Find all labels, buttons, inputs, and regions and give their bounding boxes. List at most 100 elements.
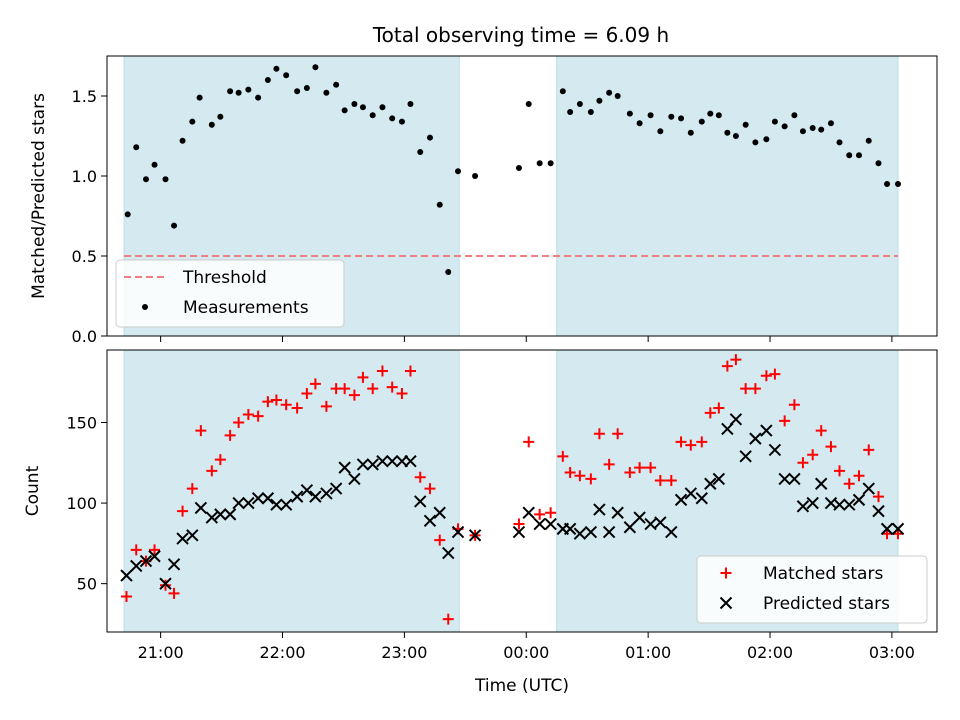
predicted-star-point — [300, 483, 314, 497]
matched-star-point — [797, 457, 809, 469]
matched-star-point — [713, 402, 725, 414]
measurement-point — [668, 113, 675, 120]
measurement-point — [791, 112, 798, 119]
bottom-y-tick-label: 100 — [66, 494, 97, 513]
measurement-point — [417, 149, 424, 155]
matched-star-point — [624, 466, 636, 478]
measurement-point — [536, 160, 543, 167]
x-tick-label: 22:00 — [259, 643, 305, 662]
matched-star-point — [414, 471, 426, 483]
measurement-point — [379, 104, 386, 111]
measurement-point — [189, 118, 196, 125]
matched-star-point — [168, 587, 180, 599]
predicted-star-point — [584, 525, 598, 539]
bottom-panel-counts: 50 100 150 21:00 22:00 23:00 00:00 01:00 02:00 0… — [23, 349, 938, 696]
predicted-star-point — [704, 477, 717, 490]
matched-star-point — [721, 360, 733, 372]
matched-star-point — [853, 470, 865, 482]
measurement-point — [875, 160, 882, 167]
predicted-star-point — [674, 493, 688, 507]
matched-star-point — [442, 613, 454, 625]
measurement-point — [351, 101, 358, 107]
matched-star-point — [233, 417, 245, 429]
matched-star-point — [348, 389, 360, 401]
predicted-star-point — [366, 458, 379, 471]
predicted-star-point — [862, 482, 875, 495]
matched-star-point — [654, 475, 666, 487]
x-tick-label: 23:00 — [381, 643, 427, 662]
measurement-point — [264, 77, 271, 83]
predicted-star-point — [739, 450, 752, 463]
measurement-point — [515, 165, 522, 171]
matched-star-point — [730, 354, 742, 366]
matched-star-point — [807, 449, 819, 461]
matched-star-point — [404, 365, 416, 377]
measurement-point — [894, 181, 901, 187]
predicted-star-point — [414, 495, 427, 508]
predicted-star-point — [788, 472, 801, 486]
measurement-point — [636, 120, 643, 127]
matched-star-point — [367, 383, 379, 395]
measurement-point — [596, 97, 603, 104]
bottom-x-ticks: 21:00 22:00 23:00 00:00 01:00 02:00 03:00 — [138, 632, 915, 662]
matched-star-point — [396, 388, 408, 400]
legend-matched-label: Matched stars — [763, 564, 883, 584]
predicted-star-point — [232, 496, 245, 510]
top-y-tick-label: 1.5 — [72, 87, 97, 106]
matched-star-point — [523, 436, 535, 448]
predicted-star-point — [512, 525, 526, 539]
predicted-star-point — [148, 550, 161, 563]
matched-star-point — [434, 534, 446, 546]
predicted-star-point — [563, 522, 577, 536]
measurement-point — [525, 101, 532, 107]
measurement-point — [687, 129, 694, 136]
matched-star-point — [665, 475, 677, 487]
measurement-point — [855, 152, 862, 159]
matched-stars-series — [121, 354, 904, 625]
measurement-point — [472, 173, 479, 179]
matched-star-point — [160, 579, 172, 591]
matched-star-point — [291, 402, 303, 414]
matched-star-point — [788, 399, 800, 411]
legend-threshold-label: Threshold — [182, 268, 267, 288]
predicted-star-point — [880, 522, 894, 536]
measurement-point — [587, 109, 594, 115]
matched-star-point — [769, 368, 781, 380]
matched-star-point — [252, 410, 264, 422]
measurement-point — [426, 134, 433, 141]
predicted-star-point — [522, 506, 535, 519]
measurement-point — [827, 120, 834, 127]
legend-box — [115, 259, 345, 328]
matched-star-point — [740, 383, 752, 395]
matched-star-point — [585, 473, 597, 485]
matched-star-point — [696, 436, 708, 448]
measurement-point — [398, 118, 405, 125]
matched-star-point — [376, 365, 388, 377]
matched-star-point — [825, 441, 837, 453]
bottom-y-ticks: 50 100 150 — [66, 414, 107, 594]
predicted-star-point — [270, 498, 283, 511]
matched-star-point — [779, 415, 791, 427]
predicted-star-point — [130, 559, 143, 573]
predicted-star-point — [833, 498, 846, 511]
measurement-point — [407, 101, 414, 107]
measurement-point — [707, 110, 714, 117]
predicted-star-point — [533, 517, 546, 531]
measurement-point — [196, 94, 203, 101]
predicted-star-point — [404, 454, 417, 468]
predicted-star-point — [120, 569, 133, 582]
predicted-star-point — [442, 546, 455, 560]
measurement-point — [369, 112, 376, 119]
top-panel-ratio: 0.0 0.5 1.0 1.5 Matched/Predicted stars Thr… — [29, 55, 938, 346]
predicted-star-point — [186, 529, 199, 542]
predicted-star-point — [451, 525, 465, 539]
measurement-point — [715, 112, 722, 119]
predicted-star-point — [602, 525, 616, 539]
measurement-point — [217, 113, 224, 120]
matched-star-point — [262, 396, 274, 408]
predicted-star-point — [251, 492, 265, 505]
measurement-point — [436, 201, 443, 208]
matched-star-point — [224, 429, 236, 441]
measurement-point — [836, 139, 843, 146]
